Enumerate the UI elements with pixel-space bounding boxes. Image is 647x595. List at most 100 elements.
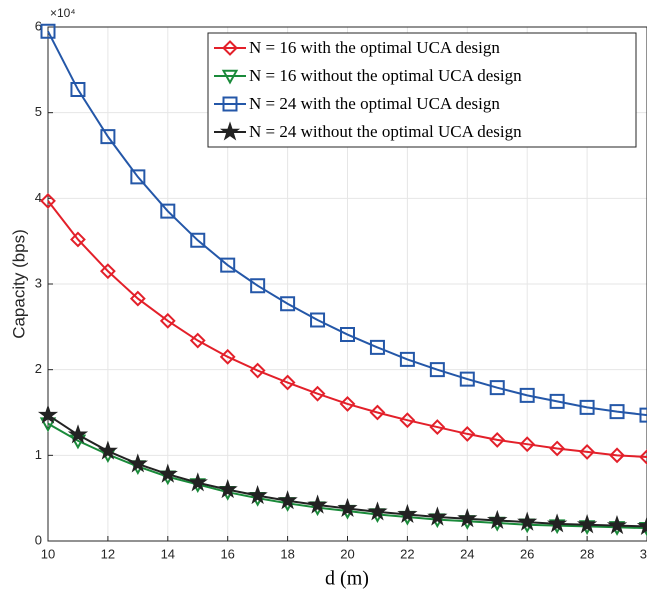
marker <box>219 348 236 365</box>
series <box>40 23 647 423</box>
marker <box>340 327 355 343</box>
marker <box>127 453 148 473</box>
marker <box>519 436 536 453</box>
y-axis-label: Capacity (bps) <box>9 229 28 339</box>
x-tick-label: 22 <box>400 546 414 561</box>
marker <box>280 296 296 312</box>
marker <box>277 490 298 510</box>
x-tick-label: 12 <box>101 546 115 561</box>
marker <box>489 431 506 448</box>
marker <box>279 374 296 391</box>
x-tick-label: 14 <box>161 546 175 561</box>
marker <box>99 263 116 280</box>
y-tick-label: 1 <box>35 447 42 462</box>
marker <box>67 424 89 444</box>
marker <box>606 515 628 535</box>
marker <box>429 362 445 378</box>
marker <box>217 478 238 499</box>
legend-label: N = 24 without the optimal UCA design <box>249 122 522 141</box>
marker <box>609 404 625 420</box>
y-tick-label: 6 <box>35 18 42 33</box>
x-tick-label: 18 <box>280 546 294 561</box>
marker <box>487 509 508 530</box>
marker <box>547 513 568 533</box>
marker <box>579 443 596 460</box>
marker <box>190 232 206 248</box>
x-tick-label: 20 <box>340 546 354 561</box>
legend-marker <box>219 121 241 141</box>
marker <box>579 399 595 415</box>
y-tick-label: 2 <box>35 361 42 376</box>
series-line <box>47 30 647 417</box>
marker <box>129 290 146 307</box>
marker <box>220 257 236 273</box>
marker <box>310 312 326 328</box>
marker <box>399 412 416 429</box>
marker <box>489 380 505 396</box>
marker <box>576 513 598 534</box>
marker <box>70 231 86 248</box>
marker <box>307 494 328 514</box>
marker <box>457 508 478 528</box>
marker <box>37 404 59 424</box>
marker <box>70 82 86 98</box>
axes-box <box>47 26 647 542</box>
y-tick-label: 0 <box>35 532 42 547</box>
marker <box>130 169 146 185</box>
y-tick-label: 3 <box>35 275 42 290</box>
marker <box>250 278 266 294</box>
x-tick-label: 10 <box>41 546 55 561</box>
marker <box>159 312 176 329</box>
series-line <box>47 200 647 459</box>
marker <box>160 203 176 219</box>
marker <box>367 501 388 521</box>
marker <box>369 404 386 421</box>
marker <box>639 449 647 465</box>
marker <box>429 419 446 435</box>
x-tick-label: 30 <box>640 546 647 561</box>
marker <box>459 371 475 387</box>
legend-marker <box>221 69 239 85</box>
series <box>40 192 647 465</box>
x-tick-label: 26 <box>520 546 534 561</box>
marker <box>427 506 448 526</box>
legend: N = 16 with the optimal UCA design N = 16… <box>207 32 637 148</box>
series <box>37 404 647 536</box>
marker <box>397 503 418 524</box>
y-exponent: ×10⁴ <box>50 6 76 20</box>
legend-label: N = 24 with the optimal UCA design <box>249 94 500 113</box>
x-axis-label: d (m) <box>325 568 369 590</box>
y-tick-label: 5 <box>35 104 42 119</box>
legend-box <box>207 32 637 148</box>
marker <box>549 440 566 457</box>
marker <box>639 407 647 423</box>
marker <box>399 351 415 367</box>
legend-marker <box>222 96 238 112</box>
y-tick-label: 4 <box>35 190 42 205</box>
x-tick-label: 28 <box>580 546 594 561</box>
marker <box>40 192 56 209</box>
marker <box>187 472 208 492</box>
legend-label: N = 16 without the optimal UCA design <box>249 66 522 85</box>
legend-label: N = 16 with the optimal UCA design <box>249 38 500 57</box>
marker <box>459 426 476 442</box>
marker <box>517 511 538 531</box>
x-tick-label: 16 <box>220 546 234 561</box>
x-tick-label: 24 <box>460 546 474 561</box>
legend-marker <box>222 40 238 56</box>
marker <box>189 332 206 349</box>
marker <box>40 23 56 39</box>
marker <box>97 440 118 460</box>
marker <box>337 497 358 518</box>
marker <box>549 393 565 409</box>
marker <box>247 485 268 505</box>
marker <box>339 396 356 412</box>
marker <box>309 385 326 402</box>
marker <box>157 463 178 483</box>
marker <box>369 339 385 355</box>
marker <box>636 515 647 536</box>
marker <box>249 362 266 379</box>
marker <box>609 447 625 464</box>
marker <box>519 387 535 403</box>
